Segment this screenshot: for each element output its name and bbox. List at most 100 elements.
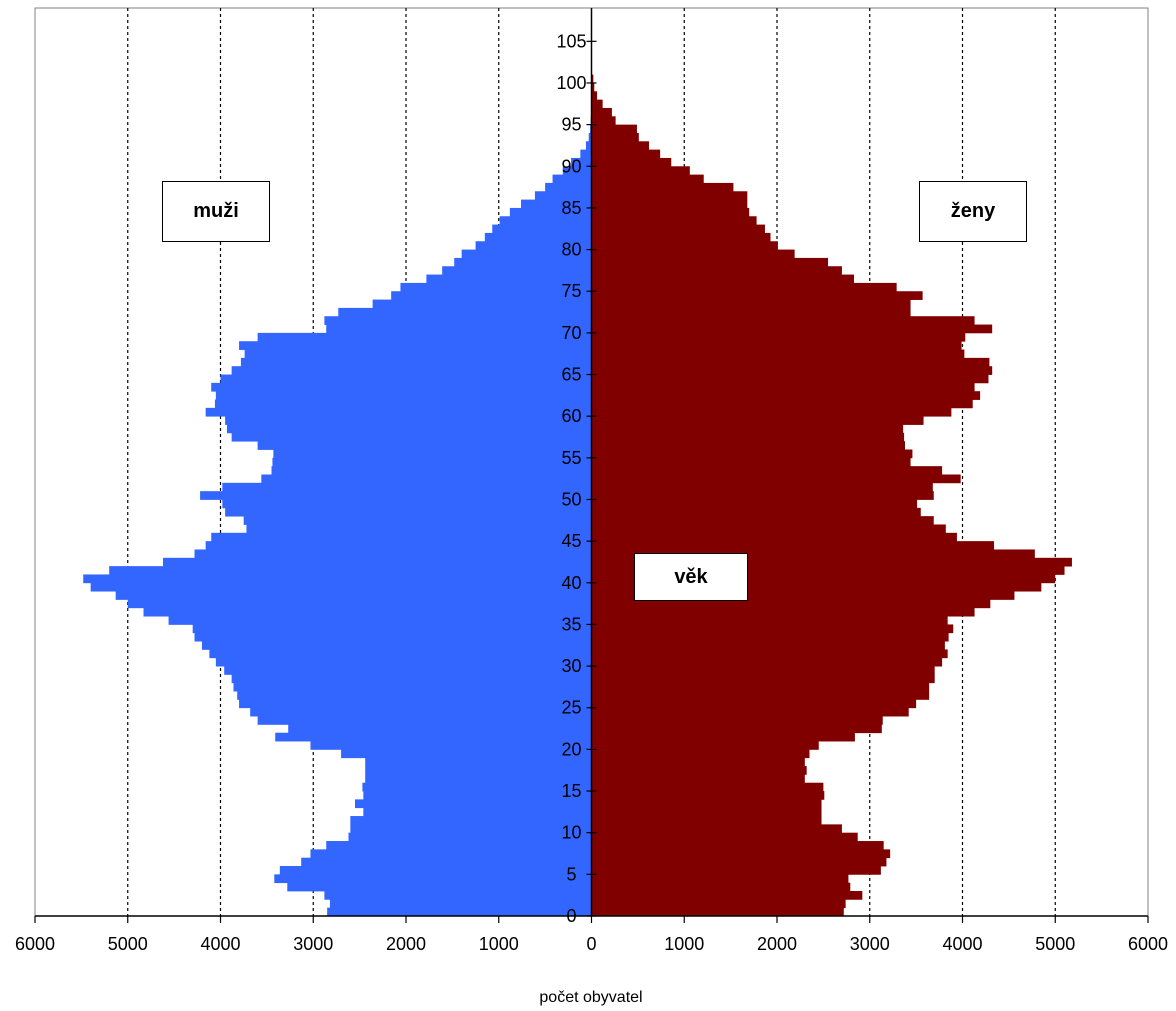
bar-men <box>288 724 592 734</box>
age-tick-label: 25 <box>561 698 581 718</box>
bar-women <box>591 632 949 642</box>
age-tick-label: 85 <box>561 198 581 218</box>
bar-women <box>591 366 993 375</box>
bar-men <box>274 874 592 884</box>
bar-women <box>591 566 1065 575</box>
age-tick-label: 5 <box>566 864 576 884</box>
bar-men <box>348 832 592 842</box>
age-tick-label: 10 <box>561 823 581 843</box>
age-tick-label: 35 <box>561 614 581 634</box>
bar-men <box>588 132 592 142</box>
bar-men <box>222 499 592 509</box>
age-tick-label: 30 <box>561 656 581 676</box>
bar-women <box>591 324 993 334</box>
bar-men <box>162 557 592 567</box>
bar-men <box>168 616 592 625</box>
bar-women <box>591 816 822 825</box>
bar-women <box>591 799 822 809</box>
bar-women <box>591 199 748 209</box>
bar-women <box>591 691 930 700</box>
age-tick-label: 55 <box>561 448 581 468</box>
bar-women <box>591 616 948 625</box>
bar-women <box>591 724 882 734</box>
bar-men <box>201 641 592 650</box>
bar-men <box>246 524 592 534</box>
bar-men <box>215 657 592 667</box>
x-tick-label: 1000 <box>479 934 519 954</box>
bar-men <box>83 574 592 584</box>
bar-women <box>591 674 935 684</box>
bar-women <box>591 732 855 742</box>
bar-women <box>591 141 650 151</box>
bar-women <box>591 499 918 509</box>
bar-women <box>591 382 975 392</box>
x-tick-label: 4000 <box>942 934 982 954</box>
bar-men <box>338 307 592 317</box>
axes <box>34 8 1149 923</box>
bar-men <box>143 607 592 617</box>
bar-men <box>326 841 592 850</box>
age-tick-label: 95 <box>561 115 581 135</box>
bar-women <box>591 341 962 350</box>
bar-women <box>591 882 851 892</box>
bar-women <box>591 207 750 217</box>
bar-men <box>214 399 592 409</box>
bar-men <box>442 266 592 275</box>
bar-women <box>591 332 966 342</box>
bar-men <box>580 149 592 159</box>
bar-men <box>115 591 592 600</box>
bar-women <box>591 624 954 634</box>
bar-women <box>591 307 911 317</box>
age-tick-label: 40 <box>561 573 581 593</box>
x-tick-label: 4000 <box>200 934 240 954</box>
bar-men <box>362 782 592 792</box>
bar-women <box>591 107 612 117</box>
bar-men <box>257 716 592 725</box>
bar-women <box>591 257 829 267</box>
age-tick-labels: 0 5 10 15 20 25 30 35 40 45 50 55 60 65 70 75 80 85 90 95 10… <box>556 31 586 926</box>
bar-men <box>545 182 592 192</box>
bar-women <box>591 266 842 275</box>
bar-women <box>591 241 778 250</box>
bar-women <box>591 316 975 325</box>
bar-men <box>90 582 592 592</box>
bar-men <box>461 249 592 259</box>
bar-men <box>365 757 592 767</box>
bar-women <box>591 399 973 409</box>
bar-women <box>591 441 905 450</box>
bar-men <box>552 174 592 184</box>
age-tick-label: 65 <box>561 365 581 385</box>
age-tick-label: 0 <box>566 906 576 926</box>
bar-women <box>591 391 981 400</box>
age-tick-label: 50 <box>561 489 581 509</box>
bar-men <box>354 799 592 809</box>
bar-men <box>209 649 592 659</box>
bar-women <box>591 857 887 867</box>
bar-women <box>591 82 595 92</box>
bar-men <box>310 849 592 859</box>
bar-women <box>591 832 858 842</box>
bar-men <box>237 691 592 700</box>
bar-men <box>492 224 592 234</box>
bar-women <box>591 541 995 550</box>
bar-men <box>231 432 592 442</box>
bar-women <box>591 449 913 459</box>
bar-women <box>591 466 943 475</box>
age-tick-label: 105 <box>556 31 586 51</box>
bar-men <box>231 674 592 684</box>
age-tick-label: 45 <box>561 531 581 551</box>
bar-women <box>591 99 603 109</box>
bar-men <box>231 366 592 375</box>
bar-women <box>591 749 810 759</box>
bar-men <box>200 491 592 500</box>
bar-men <box>327 907 592 917</box>
bar-women <box>591 457 911 467</box>
bar-men <box>240 357 592 367</box>
bar-women <box>591 349 965 359</box>
bar-men <box>257 441 592 450</box>
men-bars <box>83 91 592 917</box>
bar-men <box>272 457 592 467</box>
bar-men <box>205 407 592 417</box>
bar-women <box>591 899 846 909</box>
bar-men <box>109 566 592 575</box>
